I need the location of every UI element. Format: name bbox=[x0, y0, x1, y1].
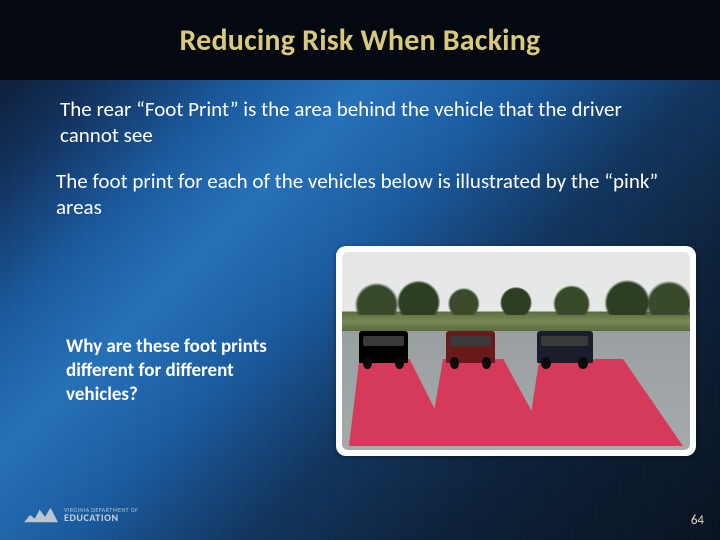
wheel-icon bbox=[482, 357, 491, 368]
mountain-icon bbox=[24, 506, 58, 524]
illustration-frame bbox=[336, 246, 696, 456]
paragraph-2: The foot print for each of the vehicles … bbox=[56, 168, 664, 221]
slide: Reducing Risk When Backing The rear “Foo… bbox=[0, 0, 720, 540]
vehicle-3 bbox=[537, 331, 593, 363]
page-number: 64 bbox=[691, 513, 704, 528]
wheel-icon bbox=[363, 357, 372, 368]
vehicle-2 bbox=[446, 331, 495, 363]
logo-line2: EDUCATION bbox=[64, 513, 138, 523]
wheel-icon bbox=[395, 357, 404, 368]
title-bar: Reducing Risk When Backing bbox=[0, 0, 720, 80]
footprint-illustration bbox=[342, 252, 690, 450]
slide-title: Reducing Risk When Backing bbox=[180, 22, 541, 59]
vehicle-1 bbox=[359, 331, 408, 363]
vdoe-logo: VIRGINIA DEPARTMENT OF EDUCATION bbox=[24, 506, 138, 524]
logo-text: VIRGINIA DEPARTMENT OF EDUCATION bbox=[64, 507, 138, 523]
question-text: Why are these foot prints different for … bbox=[66, 335, 296, 406]
footprint-mat-3 bbox=[516, 359, 683, 446]
trees-icon bbox=[342, 264, 690, 315]
paragraph-1: The rear “Foot Print” is the area behind… bbox=[60, 96, 660, 149]
wheel-icon bbox=[450, 357, 459, 368]
wheel-icon bbox=[541, 357, 551, 368]
wheel-icon bbox=[578, 357, 588, 368]
